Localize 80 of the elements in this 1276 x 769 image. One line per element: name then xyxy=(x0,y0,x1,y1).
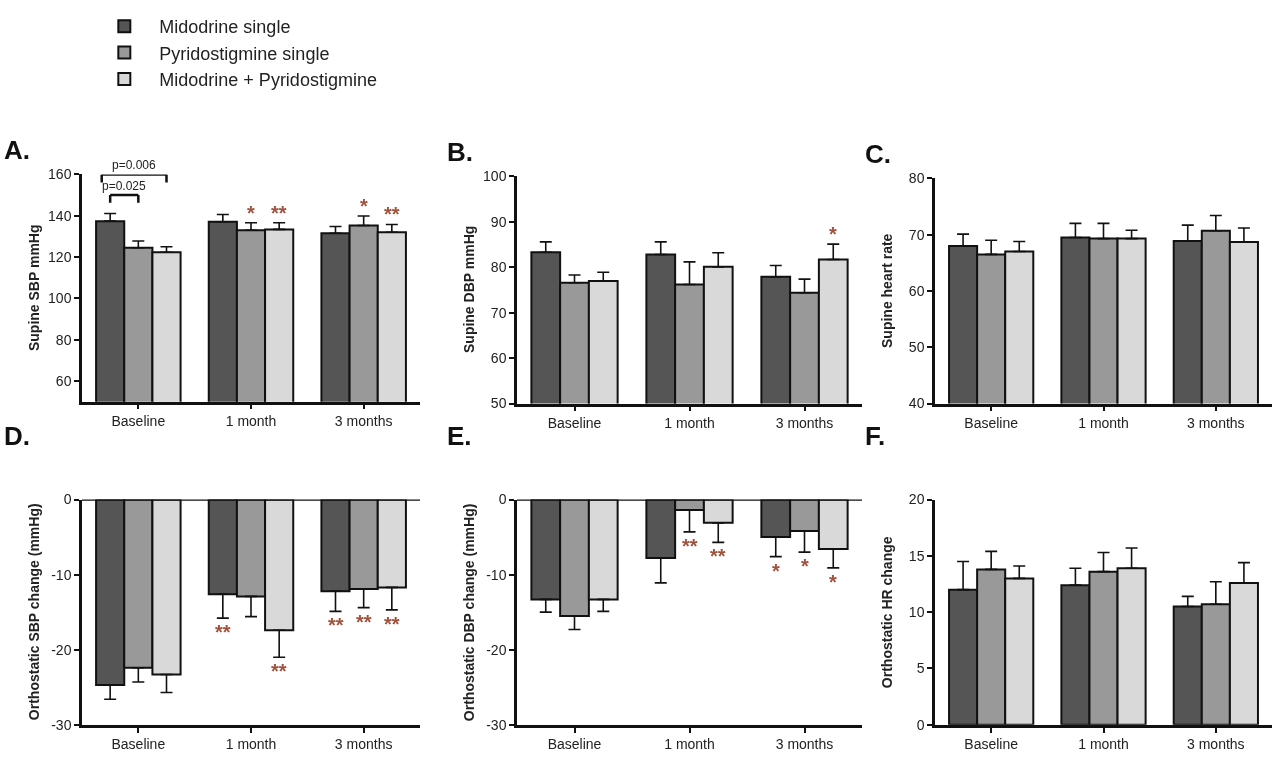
y-tick-label: -30 xyxy=(486,716,507,733)
x-tick-label: 1 month xyxy=(1078,415,1129,432)
x-tick-label: Baseline xyxy=(547,415,602,432)
chart-title: A. xyxy=(4,135,30,165)
annotation: ** xyxy=(682,535,698,557)
annotation: ** xyxy=(384,613,400,635)
annotation: ** xyxy=(215,621,231,643)
y-tick-label: 100 xyxy=(48,290,72,307)
x-tick-label: 3 months xyxy=(334,736,393,753)
y-tick-label: 70 xyxy=(908,226,925,243)
y-tick-label: 80 xyxy=(908,170,925,187)
y-tick-label: 160 xyxy=(48,166,72,183)
annotation: * xyxy=(360,195,368,217)
y-tick-label: 10 xyxy=(908,604,925,621)
legend-label: Midodrine + Pyridostigmine xyxy=(159,70,377,91)
x-tick-label: 1 month xyxy=(225,736,277,753)
legend-label: Midodrine single xyxy=(159,17,291,38)
legend-label: Pyridostigmine single xyxy=(159,43,330,64)
y-axis-title: Supine heart rate xyxy=(879,233,896,348)
y-tick-label: 5 xyxy=(916,660,925,677)
x-tick-label: 3 months xyxy=(775,415,834,432)
y-tick-label: 100 xyxy=(483,168,507,185)
y-tick-label: 120 xyxy=(48,248,72,265)
y-tick-label: 140 xyxy=(48,207,72,224)
y-axis-title: Orthostatic SBP change (mmHg) xyxy=(25,503,42,721)
annotation: ** xyxy=(356,611,372,633)
x-tick-label: 3 months xyxy=(1187,736,1245,753)
annotation: ** xyxy=(271,660,287,682)
x-tick-label: 1 month xyxy=(664,736,715,753)
y-tick-label: 60 xyxy=(490,350,507,367)
y-tick-label: 60 xyxy=(908,282,925,299)
chart-title: C. xyxy=(865,139,891,169)
y-tick-label: 80 xyxy=(490,259,507,276)
y-tick-label: -30 xyxy=(51,716,72,733)
y-tick-label: 0 xyxy=(498,491,507,508)
x-tick-label: Baseline xyxy=(111,413,166,430)
y-tick-label: -10 xyxy=(51,566,72,583)
y-tick-label: -10 xyxy=(486,566,507,583)
chart-title: B. xyxy=(447,137,473,167)
y-axis-title: Orthostatic HR change xyxy=(878,536,895,689)
y-tick-label: 50 xyxy=(908,339,925,356)
annotation: ** xyxy=(384,203,400,225)
y-tick-label: 15 xyxy=(908,547,925,564)
x-tick-label: 3 months xyxy=(334,413,393,430)
annotation: * xyxy=(247,202,255,224)
x-tick-label: Baseline xyxy=(547,736,602,753)
y-tick-label: 80 xyxy=(55,331,72,348)
chart-title: E. xyxy=(447,421,472,451)
x-tick-label: 1 month xyxy=(664,415,715,432)
y-axis-title: Orthostatic DBP change (mmHg) xyxy=(460,503,477,722)
x-tick-label: Baseline xyxy=(964,415,1019,432)
y-axis-title: Supine SBP mmHg xyxy=(25,224,42,352)
annotation: * xyxy=(801,555,809,577)
annotation: * xyxy=(772,560,780,582)
y-tick-label: 20 xyxy=(908,491,925,508)
x-tick-label: 3 months xyxy=(775,736,834,753)
y-tick-label: -20 xyxy=(51,641,72,658)
annotation: p=0.025 xyxy=(102,179,147,193)
x-tick-label: 1 month xyxy=(1078,736,1129,753)
annotation: ** xyxy=(271,202,287,224)
x-tick-label: Baseline xyxy=(964,736,1019,753)
y-tick-label: 50 xyxy=(490,395,507,412)
y-axis-title: Supine DBP mmHg xyxy=(460,225,477,354)
annotation: * xyxy=(829,571,837,593)
y-tick-label: 60 xyxy=(55,372,72,389)
y-tick-label: 70 xyxy=(490,304,507,321)
annotation: ** xyxy=(710,545,726,567)
y-tick-label: 0 xyxy=(63,491,72,508)
y-tick-label: -20 xyxy=(486,641,507,658)
annotation: ** xyxy=(328,614,344,636)
y-tick-label: 40 xyxy=(908,395,925,412)
x-tick-label: Baseline xyxy=(111,736,166,753)
annotation: * xyxy=(829,223,837,245)
y-tick-label: 0 xyxy=(916,716,925,733)
text: p=0.006 xyxy=(112,158,157,172)
chart-title: D. xyxy=(4,421,30,451)
x-tick-label: 3 months xyxy=(1187,415,1245,432)
x-tick-label: 1 month xyxy=(225,413,277,430)
y-tick-label: 90 xyxy=(490,213,507,230)
chart-title: F. xyxy=(865,421,886,451)
